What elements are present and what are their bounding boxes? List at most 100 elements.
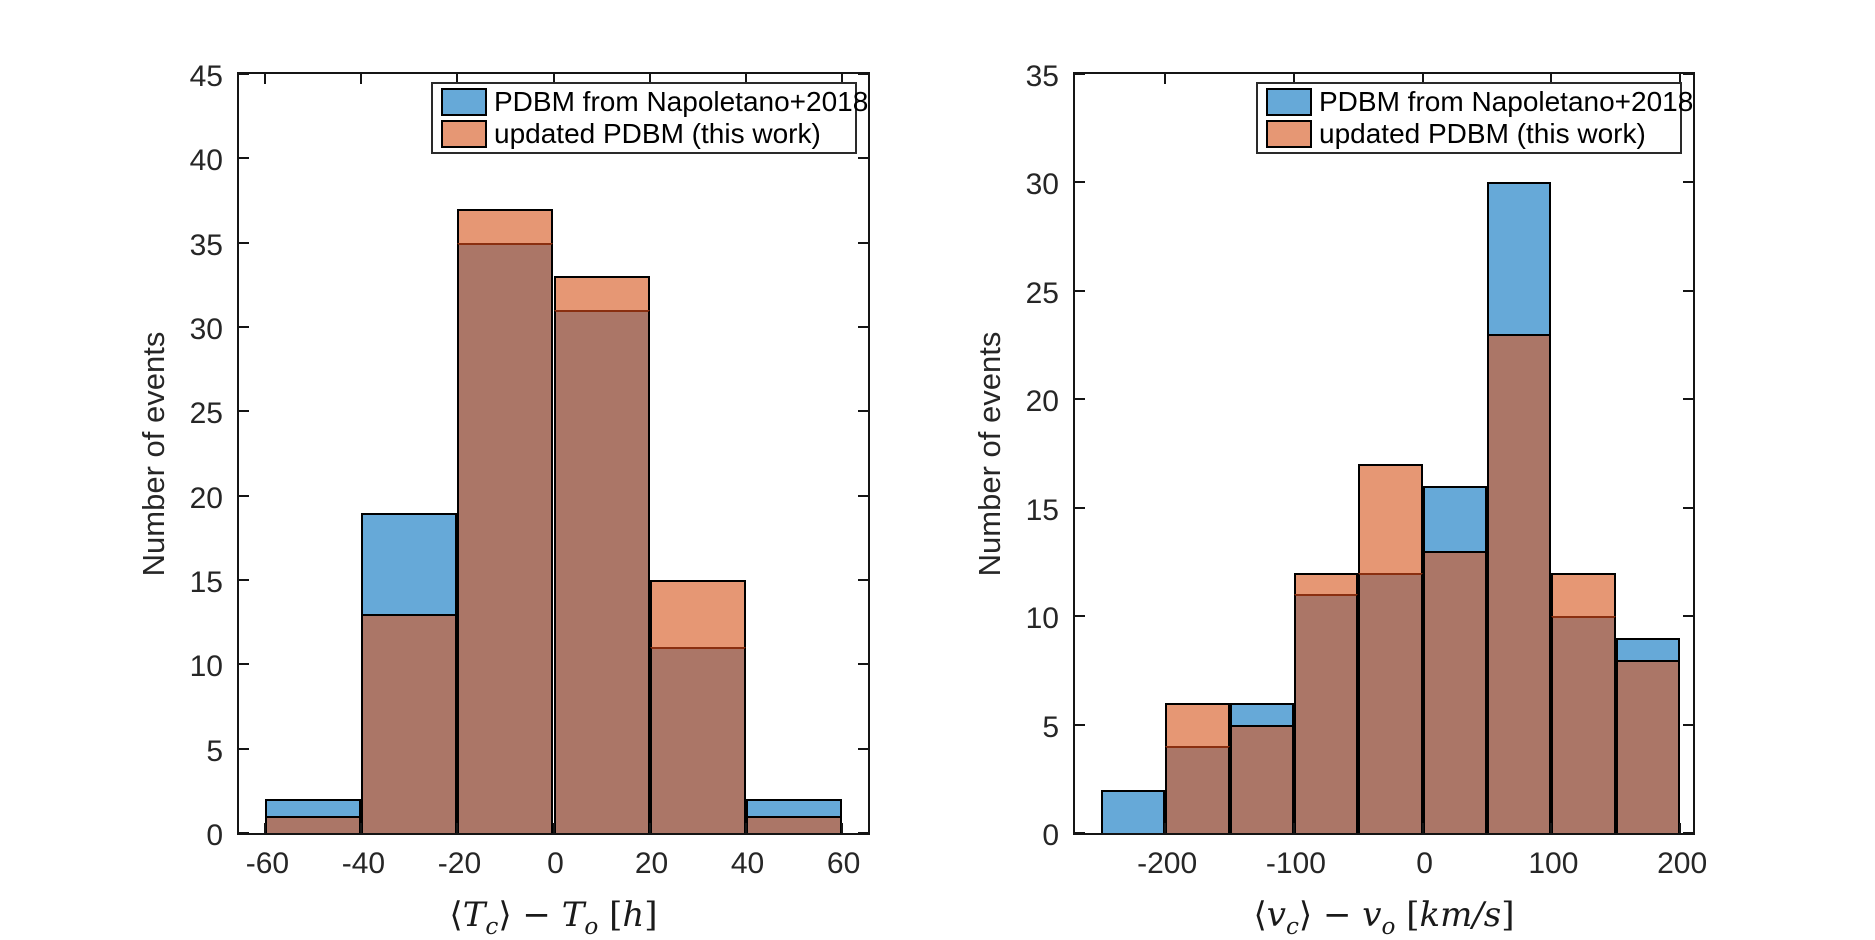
y-tick-mark — [239, 663, 249, 666]
legend-swatch-blue — [1266, 88, 1312, 116]
x-tick-mark-top — [1679, 74, 1682, 84]
y-tick-label: 0 — [1042, 819, 1059, 852]
histogram-blue-segment — [1422, 486, 1487, 552]
x-axis-title-part: ⟨ — [1253, 895, 1267, 935]
x-tick-mark-top — [1292, 74, 1295, 84]
x-tick-mark — [840, 823, 843, 833]
x-axis-title-part: [ — [1395, 895, 1420, 935]
histogram-blue-segment — [265, 799, 362, 817]
y-tick-mark-right — [858, 832, 868, 834]
x-axis-title-part: o — [584, 913, 599, 940]
x-axis-title-part: ] — [644, 895, 658, 935]
y-tick-label: 35 — [189, 228, 223, 262]
legend-label: updated PDBM (this work) — [494, 118, 821, 149]
histogram-overlap-segment — [265, 816, 362, 833]
x-axis-title-part: [ — [598, 895, 623, 935]
x-tick-mark-top — [1421, 74, 1424, 84]
y-tick-label: 15 — [189, 566, 223, 599]
x-axis-title-part: h — [622, 895, 645, 935]
plot-area — [239, 73, 868, 834]
histogram-overlap-segment — [1229, 724, 1294, 833]
x-tick-mark — [1421, 823, 1424, 833]
y-tick-mark — [239, 157, 249, 160]
y-tick-mark-right — [858, 494, 868, 497]
histogram-overlap-segment — [1487, 334, 1552, 833]
legend-item: updated PDBM (this work) — [1258, 118, 1680, 150]
x-tick-mark — [1550, 823, 1553, 833]
y-tick-label: 20 — [189, 481, 223, 515]
y-tick-mark-right — [1683, 832, 1693, 834]
y-tick-mark-right — [858, 410, 868, 413]
y-tick-label: 25 — [1025, 276, 1059, 310]
y-tick-label: 10 — [189, 650, 223, 684]
histogram-orange-segment — [1293, 572, 1359, 595]
x-tick-mark-top — [1164, 74, 1167, 84]
x-tick-mark — [1292, 823, 1295, 833]
legend-swatch-orange — [1266, 120, 1312, 148]
y-tick-mark — [239, 241, 249, 244]
x-axis-title-part: o — [1381, 913, 1396, 940]
legend-item: PDBM from Napoletano+2018 — [433, 86, 868, 118]
y-tick-mark — [239, 579, 249, 581]
histogram-orange-segment — [649, 580, 746, 648]
x-tick-label: -20 — [437, 847, 482, 880]
legend-swatch-orange — [441, 120, 487, 148]
x-tick-mark — [744, 823, 747, 833]
histogram-overlap-segment — [1293, 594, 1359, 833]
histogram-overlap-segment — [745, 816, 842, 833]
y-tick-mark-right — [858, 73, 868, 75]
x-tick-label: -40 — [341, 847, 386, 880]
histogram-blue-segment — [361, 512, 458, 614]
y-tick-mark-right — [858, 241, 868, 244]
y-tick-mark-right — [858, 326, 868, 328]
y-tick-label: 30 — [1025, 168, 1059, 202]
y-tick-label: 15 — [1025, 493, 1059, 527]
legend-label: PDBM from Napoletano+2018 — [1319, 86, 1694, 117]
y-tick-mark-right — [1683, 181, 1693, 184]
y-tick-label: 0 — [206, 819, 223, 852]
x-tick-label: 40 — [730, 847, 765, 880]
x-tick-mark-top — [552, 74, 555, 84]
y-tick-label: 20 — [1025, 385, 1059, 419]
legend: PDBM from Napoletano+2018 updated PDBM (t… — [1256, 82, 1693, 154]
x-axis-title: ⟨Tc⟩ − To [h] — [449, 895, 657, 940]
y-tick-mark — [1075, 73, 1085, 75]
y-tick-mark — [239, 73, 249, 75]
histogram-blue-segment — [1615, 637, 1681, 660]
y-tick-mark — [239, 326, 249, 328]
x-axis-title-part: ] — [1501, 895, 1515, 935]
y-tick-mark-right — [1683, 73, 1693, 75]
legend-label: updated PDBM (this work) — [1319, 118, 1646, 149]
histogram-orange-segment — [1551, 572, 1616, 617]
y-tick-mark — [239, 494, 249, 497]
y-tick-label: 5 — [206, 734, 223, 768]
x-tick-label: 0 — [547, 847, 564, 880]
legend-item: PDBM from Napoletano+2018 — [1258, 86, 1693, 118]
y-tick-mark — [1075, 832, 1085, 834]
x-tick-mark — [264, 823, 267, 833]
x-axis-title: ⟨vc⟩ − vo [km/s] — [1253, 895, 1514, 940]
y-tick-mark-right — [1683, 506, 1693, 509]
y-tick-mark — [1075, 506, 1085, 509]
y-tick-label: 10 — [1025, 602, 1059, 636]
y-tick-mark-right — [1683, 615, 1693, 618]
y-tick-label: 35 — [1025, 60, 1059, 93]
histogram-overlap-segment — [1165, 746, 1230, 833]
y-tick-mark-right — [858, 157, 868, 160]
x-tick-label: 20 — [634, 847, 669, 880]
histogram-blue-segment — [1487, 182, 1552, 335]
histogram-blue-segment — [1100, 789, 1166, 833]
x-axis-title-part: T — [561, 895, 585, 935]
legend-item: updated PDBM (this work) — [433, 118, 855, 150]
x-axis-title-part: ⟩ − — [1298, 895, 1363, 935]
legend-label: PDBM from Napoletano+2018 — [494, 86, 869, 117]
x-axis-title-part: v — [1362, 895, 1382, 935]
x-tick-label: 100 — [1528, 847, 1579, 880]
y-tick-mark-right — [1683, 723, 1693, 726]
x-tick-mark — [1164, 823, 1167, 833]
x-tick-label: -60 — [245, 847, 290, 880]
x-axis-title-part: v — [1266, 895, 1286, 935]
x-tick-mark-top — [360, 74, 363, 84]
histogram-overlap-segment — [553, 310, 650, 833]
